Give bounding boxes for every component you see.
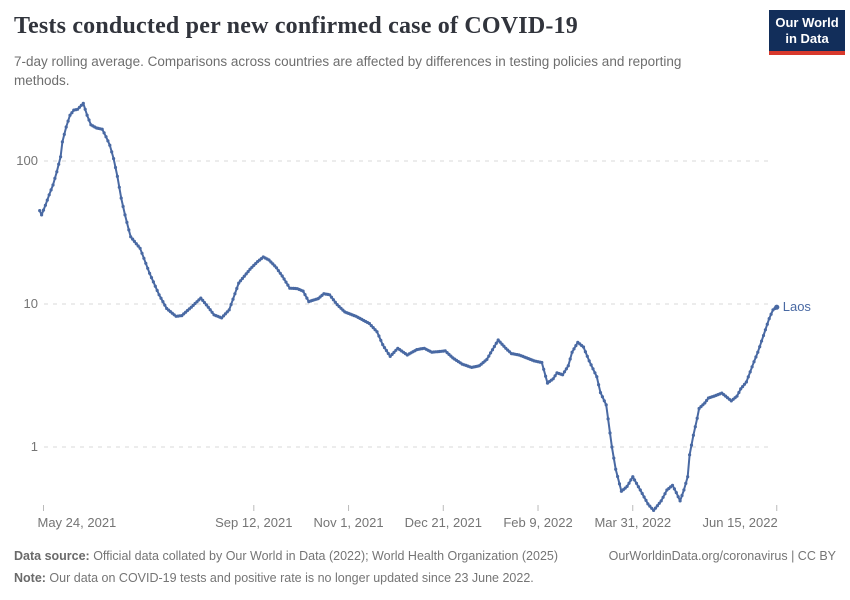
chart-subtitle: 7-day rolling average. Comparisons acros… [14, 54, 682, 89]
x-tick-label: Dec 21, 2021 [404, 515, 482, 530]
laos-series-line[interactable] [38, 102, 778, 512]
datasource-text: Official data collated by Our World in D… [89, 549, 559, 563]
note-label: Note: [14, 570, 46, 585]
x-tick-label: Mar 31, 2022 [594, 515, 672, 530]
y-tick-label: 10 [23, 296, 38, 311]
laos-series-dots [38, 101, 779, 512]
footer-row-note: Note: Our data on COVID-19 tests and pos… [14, 568, 836, 590]
note-text: Our data on COVID-19 tests and positive … [45, 570, 534, 585]
footer-row-datasource: Data source: Official data collated by O… [14, 546, 836, 568]
datasource-line: Data source: Official data collated by O… [14, 546, 558, 568]
x-tick-label: May 24, 2021 [37, 515, 117, 530]
owid-logo[interactable]: Our World in Data [769, 10, 845, 56]
x-tick-label: Feb 9, 2022 [503, 515, 573, 530]
chart-title: Tests conducted per new confirmed case o… [14, 13, 578, 39]
owid-logo-line1: Our World [775, 15, 839, 30]
license-link[interactable]: OurWorldinData.org/coronavirus | CC BY [608, 549, 836, 563]
series-end-label-laos: Laos [782, 299, 811, 315]
chart-footer: Data source: Official data collated by O… [14, 546, 836, 590]
datasource-label: Data source: [14, 549, 90, 563]
series-end-dot [774, 304, 780, 310]
x-tick-label: Sep 12, 2021 [215, 515, 293, 530]
y-tick-label: 100 [16, 153, 38, 168]
x-tick-label: Nov 1, 2021 [313, 515, 384, 530]
owid-logo-line2: in Data [785, 30, 829, 46]
y-tick-label: 1 [30, 439, 38, 454]
x-tick-label: Jun 15, 2022 [702, 515, 778, 530]
